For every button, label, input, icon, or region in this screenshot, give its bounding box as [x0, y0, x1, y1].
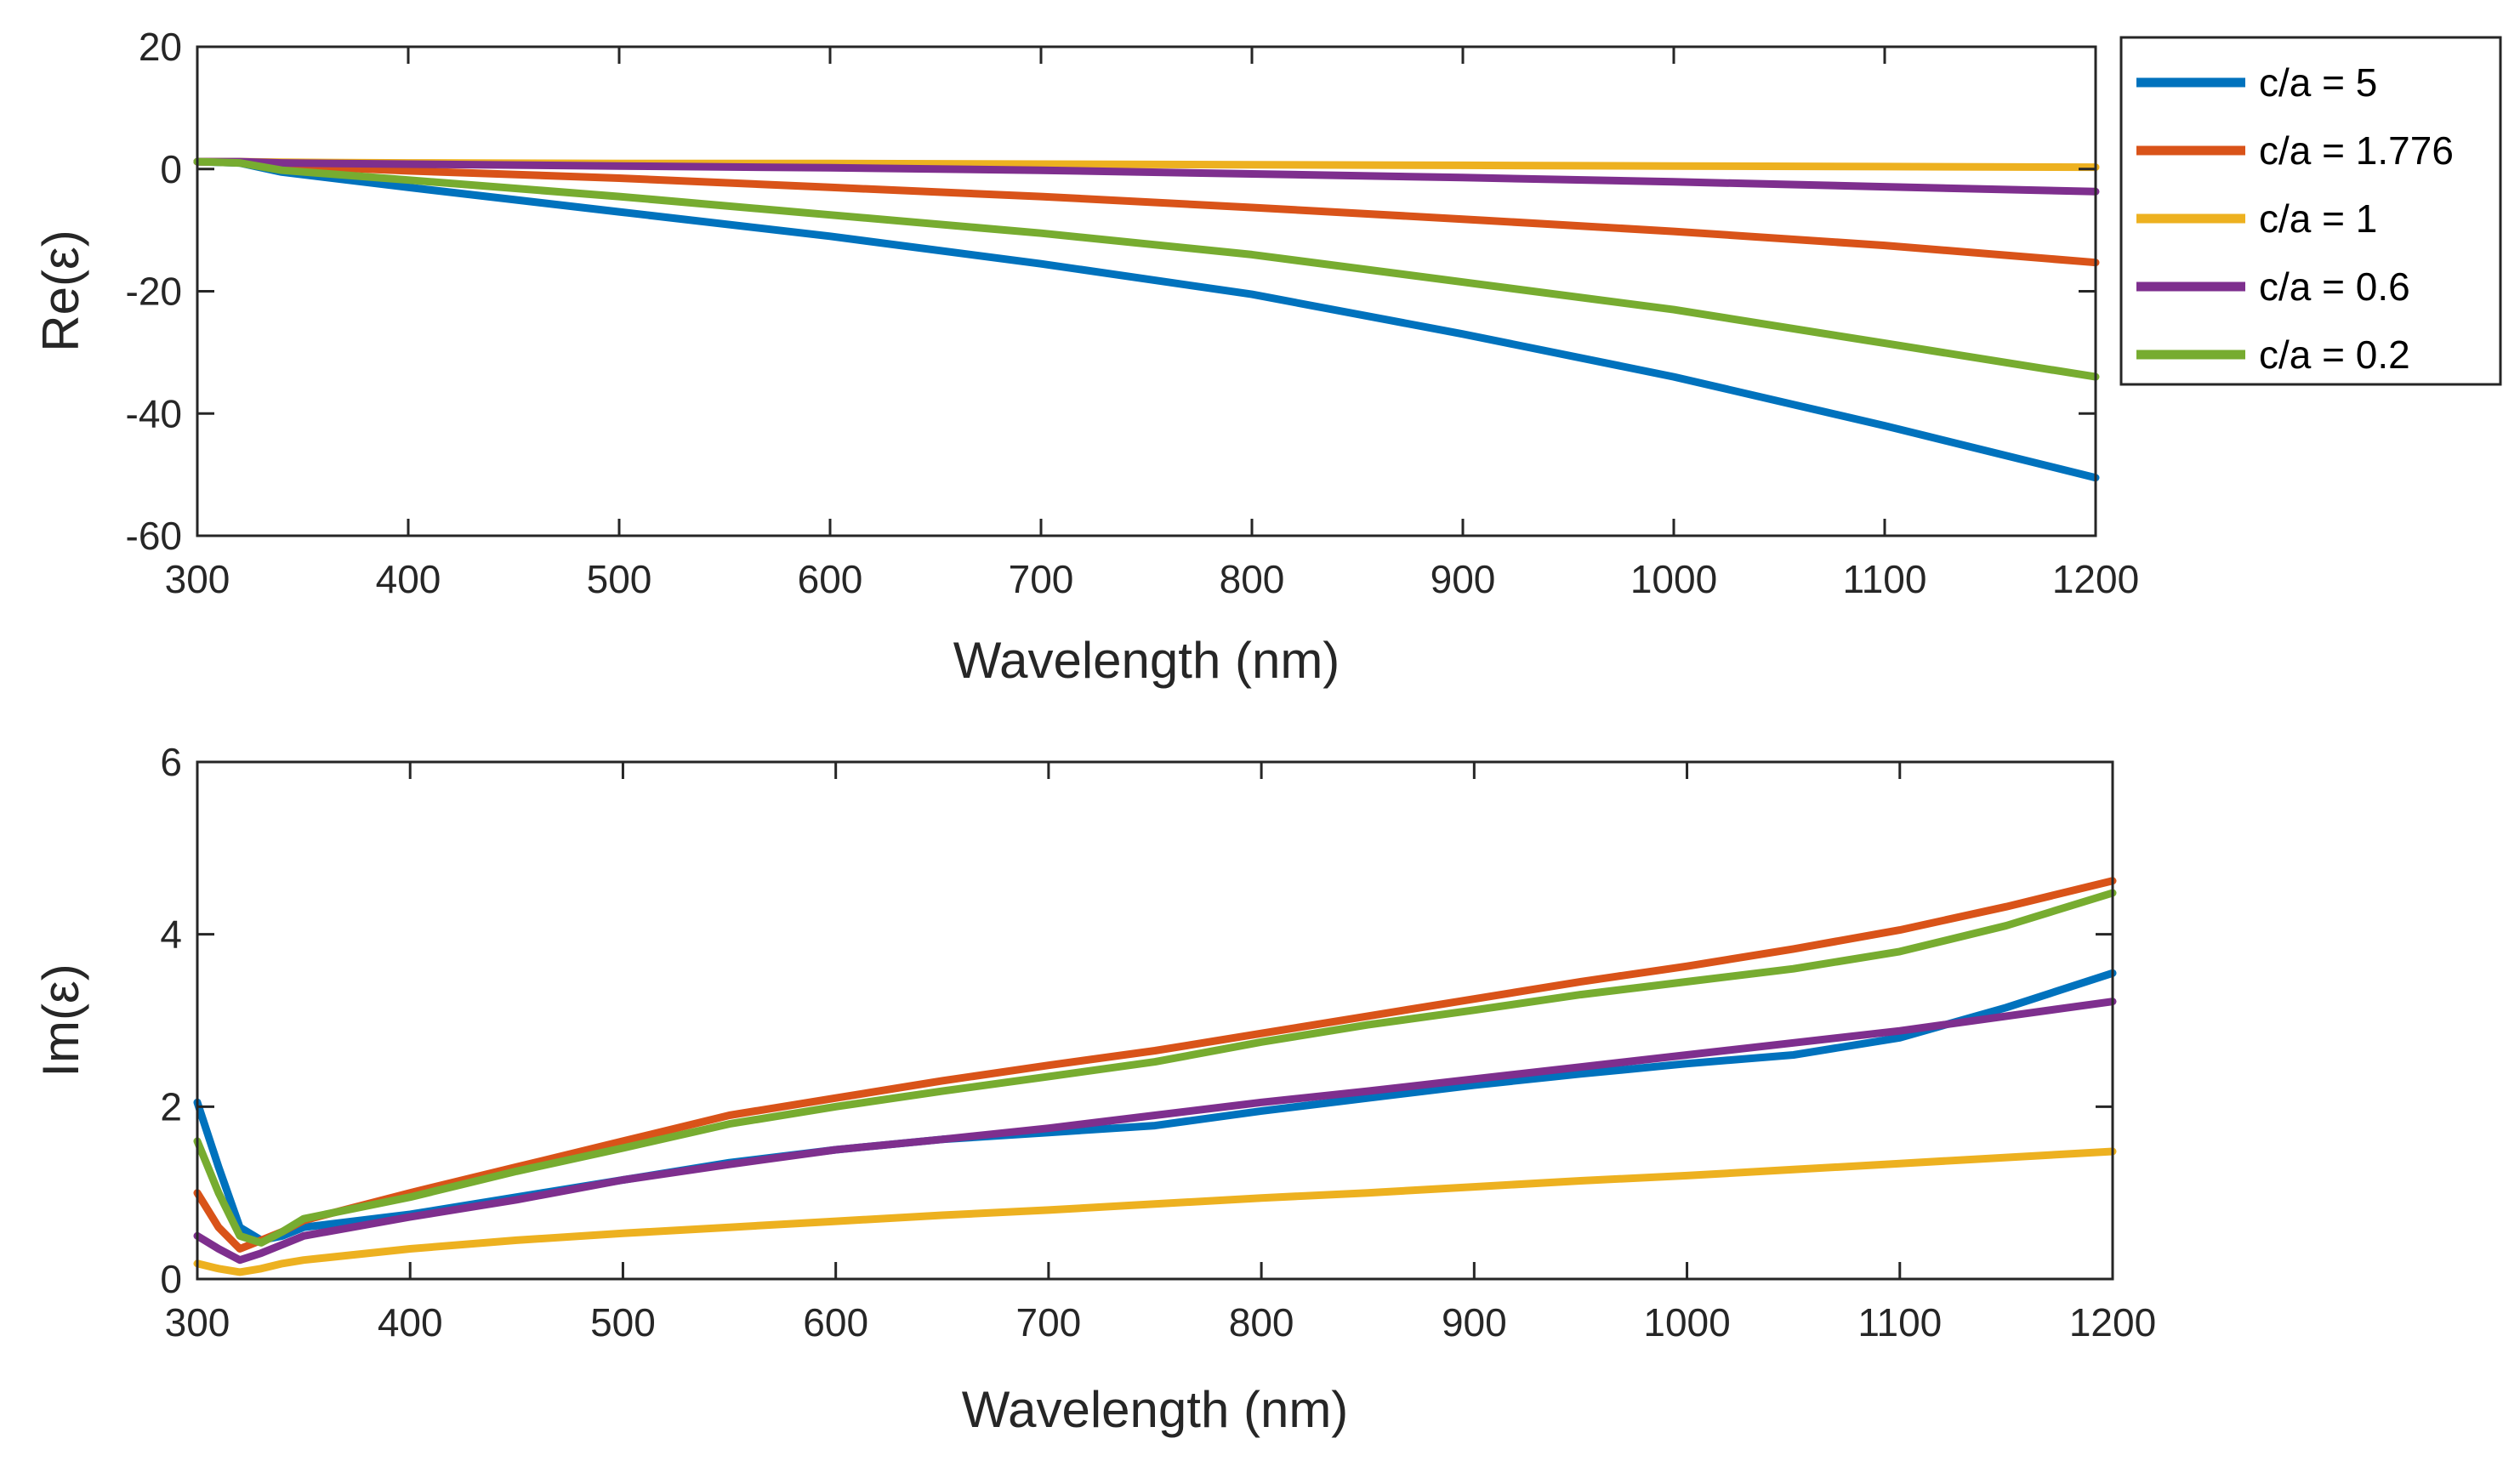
im-x-tick-label: 600 — [803, 1300, 868, 1344]
re-y-tick-label: -60 — [126, 514, 182, 558]
im-x-axis-label: Wavelength (nm) — [962, 1381, 1349, 1438]
re-x-tick-label: 1200 — [2052, 557, 2139, 601]
im-x-tick-label: 800 — [1229, 1300, 1294, 1344]
im-series-c-a-0-6 — [193, 998, 2117, 1265]
re-x-tick-label: 900 — [1431, 557, 1496, 601]
re-x-tick-label: 700 — [1009, 557, 1074, 601]
im-y-tick-label: 6 — [160, 740, 182, 784]
im-x-tick-label: 700 — [1016, 1300, 1082, 1344]
im-series-lines — [193, 877, 2117, 1276]
re-x-tick-label: 1000 — [1630, 557, 1717, 601]
re-series-c-a-0-2 — [193, 157, 2100, 381]
re-y-tick-label: -40 — [126, 391, 182, 435]
im-x-tick-label: 900 — [1442, 1300, 1507, 1344]
re-series-c-a-0-6 — [193, 157, 2100, 196]
re-y-tick-label: 0 — [160, 147, 182, 191]
legend-label-c-a-1-776: c/a = 1.776 — [2259, 128, 2454, 173]
re-x-tick-label: 600 — [798, 557, 863, 601]
im-x-tick-label: 1100 — [1857, 1300, 1942, 1344]
re-x-tick-label: 500 — [587, 557, 652, 601]
legend-box — [2119, 36, 2502, 386]
im-x-tick-label: 1200 — [2069, 1300, 2156, 1344]
im-x-ticks: 300 400 500 600 700 800 900 1000 1100 1200 — [165, 762, 2156, 1344]
re-x-tick-label: 800 — [1220, 557, 1285, 601]
im-y-ticks: 0 2 4 6 — [160, 740, 2113, 1301]
im-x-tick-label: 1000 — [1643, 1300, 1730, 1344]
legend-label-c-a-0-6: c/a = 0.6 — [2259, 264, 2410, 309]
re-x-tick-label: 300 — [165, 557, 230, 601]
legend-entries: c/a = 5 c/a = 1.776 c/a = 1 c/a = 0.6 c/a = … — [2136, 60, 2454, 377]
im-epsilon-plot: 300 400 500 600 700 800 900 1000 1100 1200 0 2 4 6 W… — [32, 740, 2156, 1438]
re-y-axis-label: Re(ε) — [32, 230, 89, 351]
re-y-ticks: -60 -40 -20 0 20 — [126, 25, 2096, 558]
legend: c/a = 5 c/a = 1.776 c/a = 1 c/a = 0.6 c/a = … — [2119, 36, 2502, 386]
re-y-tick-label: 20 — [139, 25, 182, 69]
im-x-tick-label: 500 — [590, 1300, 656, 1344]
im-x-tick-label: 400 — [378, 1300, 443, 1344]
re-x-tick-label: 400 — [376, 557, 441, 601]
im-y-tick-label: 4 — [160, 912, 182, 957]
re-series-lines — [193, 157, 2100, 482]
re-y-tick-label: -20 — [126, 270, 182, 314]
re-x-ticks: 300 400 500 600 700 800 900 1000 1100 1200 — [165, 47, 2139, 601]
re-x-tick-label: 1100 — [1843, 557, 1927, 601]
im-x-tick-label: 300 — [165, 1300, 230, 1344]
legend-label-c-a-1: c/a = 1 — [2259, 196, 2377, 241]
legend-label-c-a-0-2: c/a = 0.2 — [2259, 333, 2410, 377]
im-plot-frame — [196, 760, 2114, 1281]
im-series-c-a-1 — [193, 1147, 2117, 1276]
re-epsilon-plot: 300 400 500 600 700 800 900 1000 1100 1200 -60 -40… — [32, 25, 2139, 689]
im-y-tick-label: 0 — [160, 1257, 182, 1301]
im-y-tick-label: 2 — [160, 1084, 182, 1128]
im-series-c-a-0-2 — [193, 889, 2117, 1247]
im-y-axis-label: Im(ε) — [32, 964, 89, 1077]
legend-label-c-a-5: c/a = 5 — [2259, 60, 2377, 105]
re-x-axis-label: Wavelength (nm) — [953, 632, 1340, 689]
